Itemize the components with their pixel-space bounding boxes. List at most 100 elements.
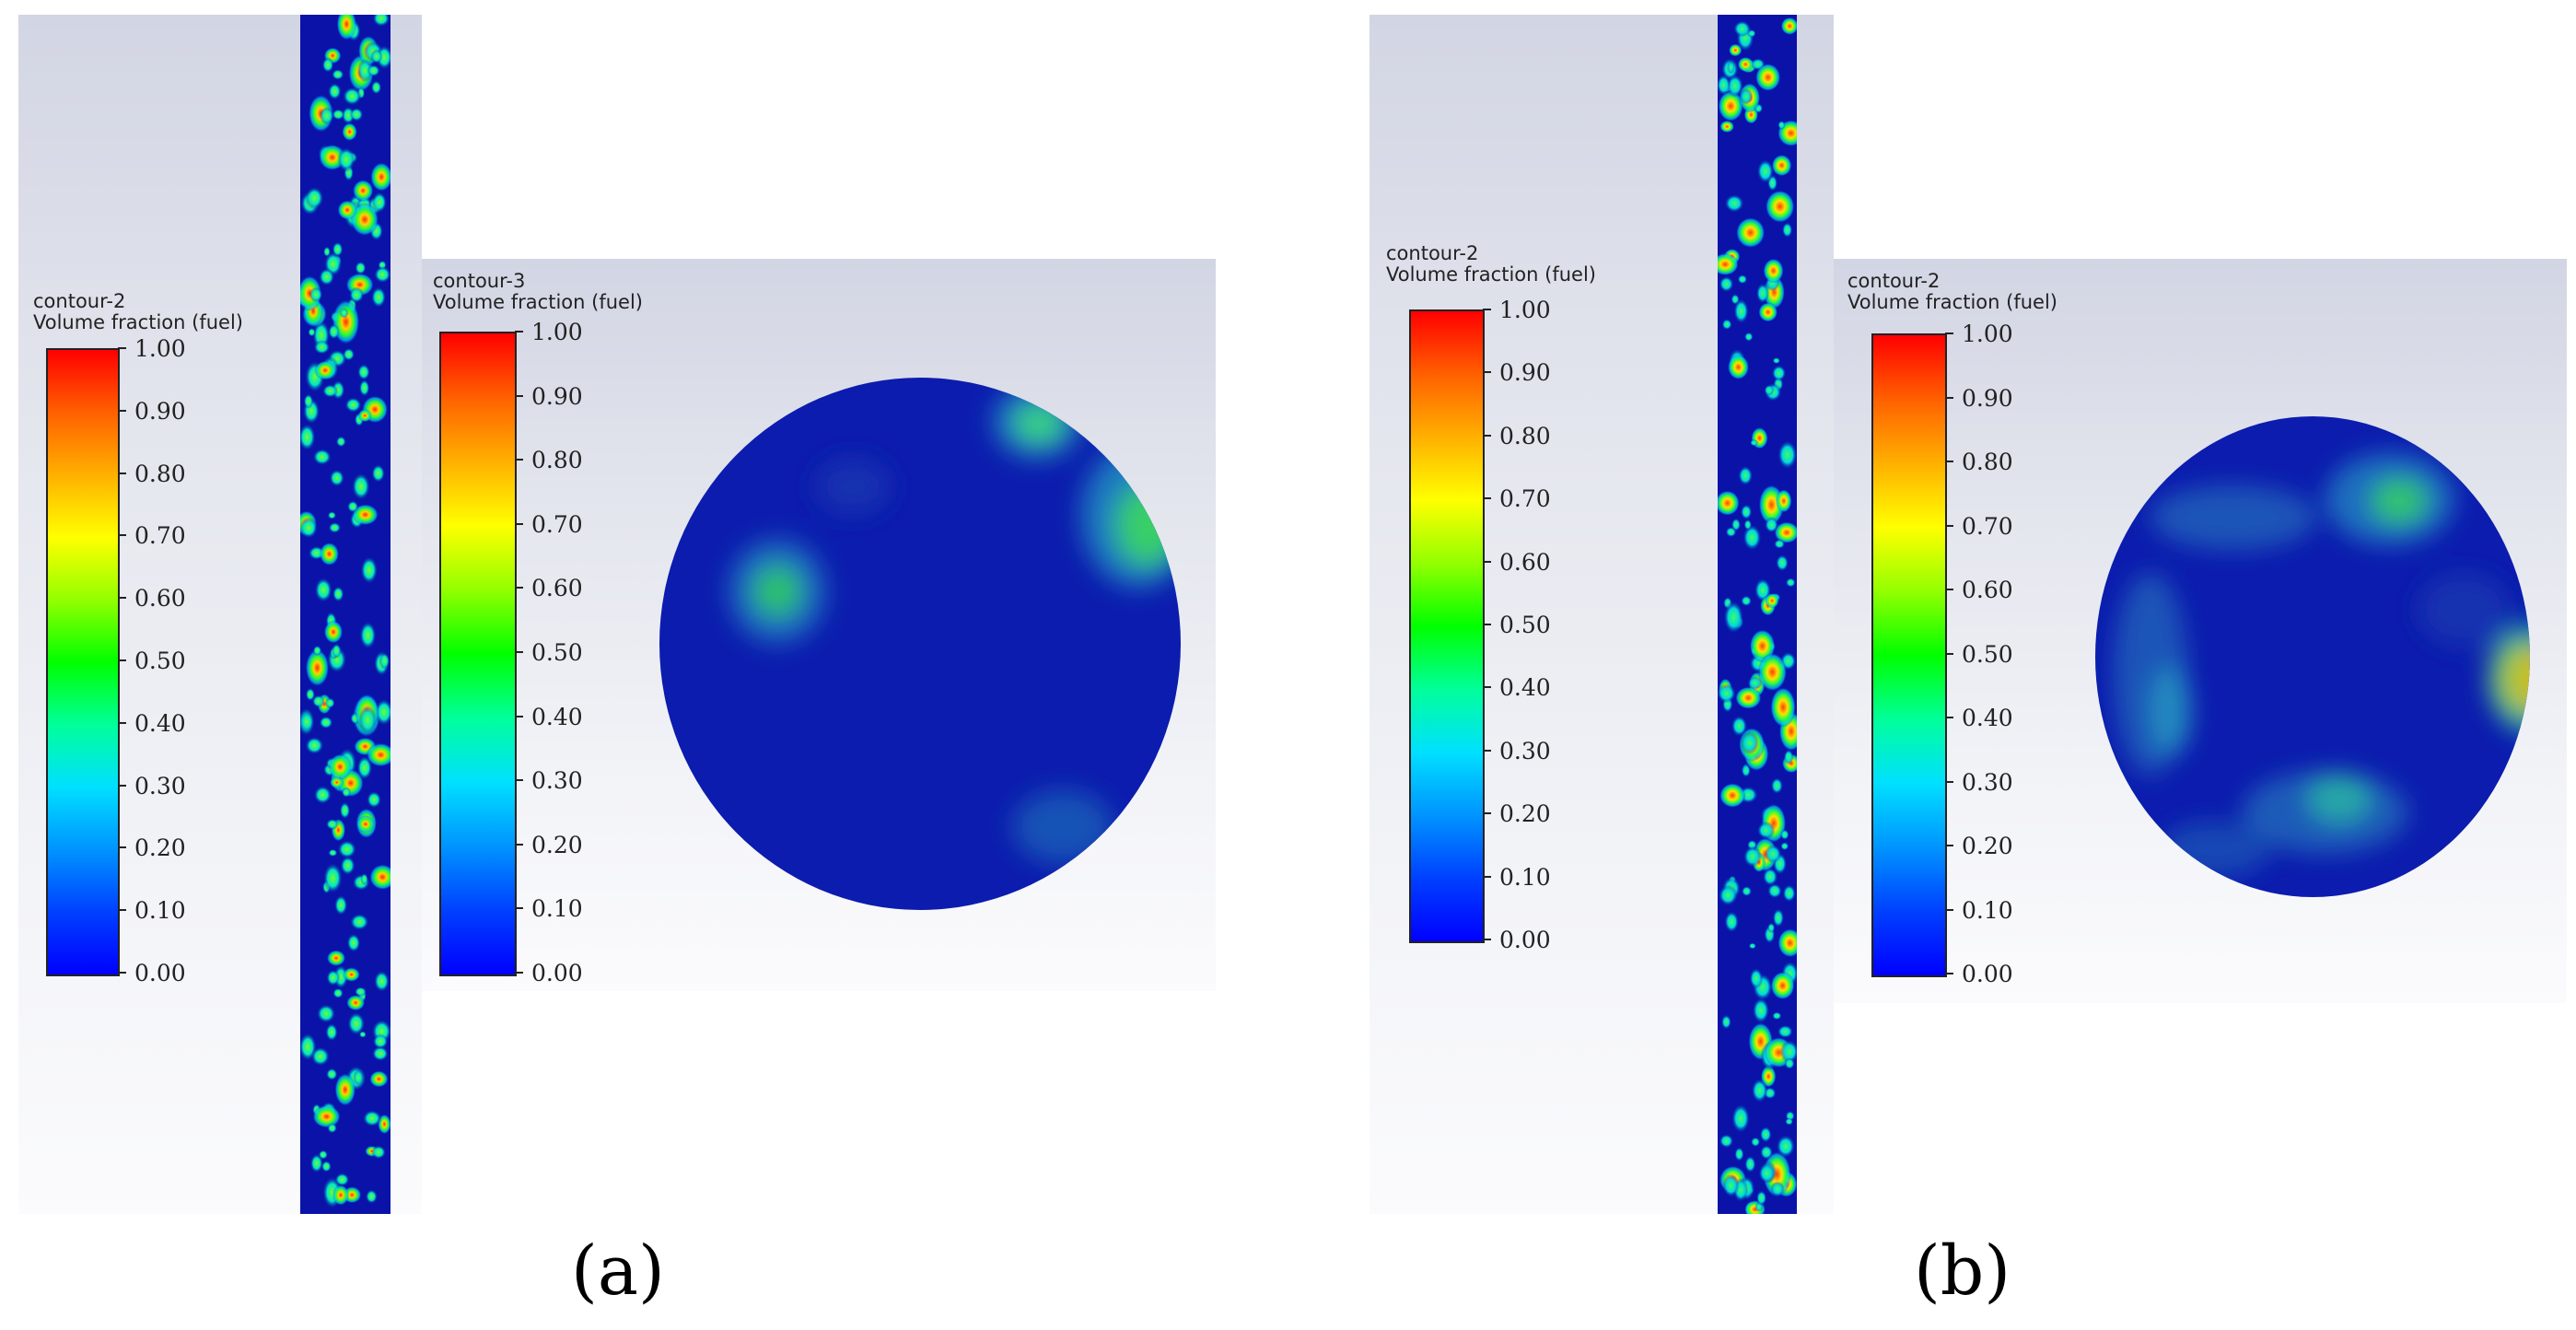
legend-tick-label: 0.90 xyxy=(1962,384,2013,412)
legend-tick-label: 0.00 xyxy=(1962,961,2013,987)
fuel-blob xyxy=(314,578,332,602)
fuel-blob xyxy=(337,840,356,858)
fuel-blob xyxy=(1764,845,1782,864)
fuel-blob xyxy=(321,1161,332,1172)
legend-tick-label: 0.60 xyxy=(1499,548,1551,576)
legend-tick-label: 1.00 xyxy=(1499,297,1551,323)
fuel-blob xyxy=(1718,490,1740,516)
fuel-blob xyxy=(1779,1040,1797,1064)
fuel-blob xyxy=(1778,440,1797,470)
fuel-blob xyxy=(1744,1155,1756,1173)
legend-tick-label: 0.20 xyxy=(1962,833,2013,859)
fuel-blob xyxy=(350,203,379,237)
legend-tick-mark xyxy=(1945,332,1953,334)
legend-tick-label: 0.40 xyxy=(1499,674,1551,702)
fuel-blob xyxy=(316,1004,336,1023)
legend-tick-mark xyxy=(1483,497,1491,500)
fuel-blob xyxy=(1743,519,1753,531)
fuel-blob xyxy=(1738,465,1754,486)
fuel-blob xyxy=(1719,275,1734,293)
fuel-blob xyxy=(323,246,331,258)
fuel-blob xyxy=(1735,686,1762,709)
fuel-blob xyxy=(1772,357,1781,365)
fuel-blob xyxy=(312,1104,341,1128)
legend-tick-mark xyxy=(515,651,523,653)
legend-tick-label: 0.40 xyxy=(1962,705,2013,731)
legend-tick-label: 0.30 xyxy=(531,767,583,795)
legend-title: contour-3 xyxy=(433,270,526,292)
legend-tick-mark xyxy=(118,659,126,661)
fuel-blob xyxy=(354,986,367,998)
contour-map xyxy=(2095,416,2530,897)
legend-tick-label: 0.80 xyxy=(1962,449,2013,475)
fuel-blob xyxy=(1723,601,1744,635)
fuel-blob xyxy=(1764,384,1775,396)
legend-tick-mark xyxy=(1945,780,1953,783)
fuel-blob xyxy=(1778,120,1786,130)
fuel-blob xyxy=(326,969,341,986)
fuel-blob xyxy=(1751,1078,1768,1103)
legend-tick-label: 0.10 xyxy=(531,895,583,923)
legend-tick-mark xyxy=(118,409,126,412)
fuel-blob xyxy=(358,705,377,735)
fuel-blob xyxy=(1741,885,1753,897)
legend-tick-mark xyxy=(515,331,523,332)
legend-tick-label: 0.80 xyxy=(134,460,186,487)
legend-tick-mark xyxy=(1945,396,1953,399)
fuel-blob xyxy=(1785,578,1796,588)
fuel-blob xyxy=(1783,749,1794,765)
fuel-blob xyxy=(1740,504,1753,520)
fuel-blob xyxy=(1780,842,1789,851)
fuel-blob xyxy=(360,872,368,886)
fuel-blob xyxy=(1785,1117,1794,1126)
fuel-blob xyxy=(332,586,344,602)
fuel-blob xyxy=(332,643,342,659)
color-scale-bar xyxy=(1409,309,1485,943)
fuel-blob xyxy=(319,107,334,125)
fuel-blob xyxy=(1755,283,1769,304)
fuel-blob xyxy=(332,68,344,80)
fuel-blob xyxy=(330,776,344,788)
contour-map xyxy=(659,378,1181,910)
fuel-blob xyxy=(370,162,390,192)
fuel-blob xyxy=(370,49,383,64)
fuel-blob xyxy=(1755,1190,1767,1207)
fuel-blob xyxy=(1784,1057,1795,1070)
fuel-blob xyxy=(300,711,314,732)
fuel-blob xyxy=(1750,1137,1761,1148)
fuel-blob xyxy=(1720,1014,1731,1030)
legend-title: contour-2 xyxy=(33,290,126,312)
fuel-blob xyxy=(371,1145,387,1160)
fuel-blob xyxy=(339,801,351,820)
fuel-blob xyxy=(349,286,365,303)
fuel-blob xyxy=(311,694,325,708)
fuel-blob xyxy=(352,180,374,202)
legend-tick-mark xyxy=(515,972,523,974)
fuel-blob xyxy=(332,1184,349,1206)
legend-tick-label: 0.70 xyxy=(1962,512,2013,540)
fuel-blob xyxy=(356,755,373,780)
fuel-blob xyxy=(323,620,344,644)
fuel-blob xyxy=(1770,971,1795,1000)
fuel-blob xyxy=(1718,74,1731,96)
fuel-blob xyxy=(342,122,357,141)
fuel-blob xyxy=(319,268,335,286)
fuel-blob xyxy=(314,360,336,380)
fuel-blob xyxy=(329,469,344,487)
fuel-blob xyxy=(356,815,375,834)
fuel-blob xyxy=(343,967,360,982)
fuel-blob xyxy=(1722,1173,1740,1197)
fuel-blob xyxy=(1759,1145,1774,1161)
fuel-blob xyxy=(321,384,339,398)
legend-tick-label: 0.90 xyxy=(134,397,186,425)
fuel-blob xyxy=(313,340,331,355)
fuel-blob xyxy=(328,522,342,533)
fuel-blob xyxy=(346,933,361,952)
fuel-blob xyxy=(1776,554,1789,572)
fuel-blob xyxy=(343,347,356,361)
fuel-blob xyxy=(1743,846,1762,868)
fuel-blob xyxy=(349,107,364,122)
fuel-blob xyxy=(349,913,369,931)
legend-tick-mark xyxy=(1945,908,1953,911)
panel-a-cross-section-contour xyxy=(659,378,1181,910)
